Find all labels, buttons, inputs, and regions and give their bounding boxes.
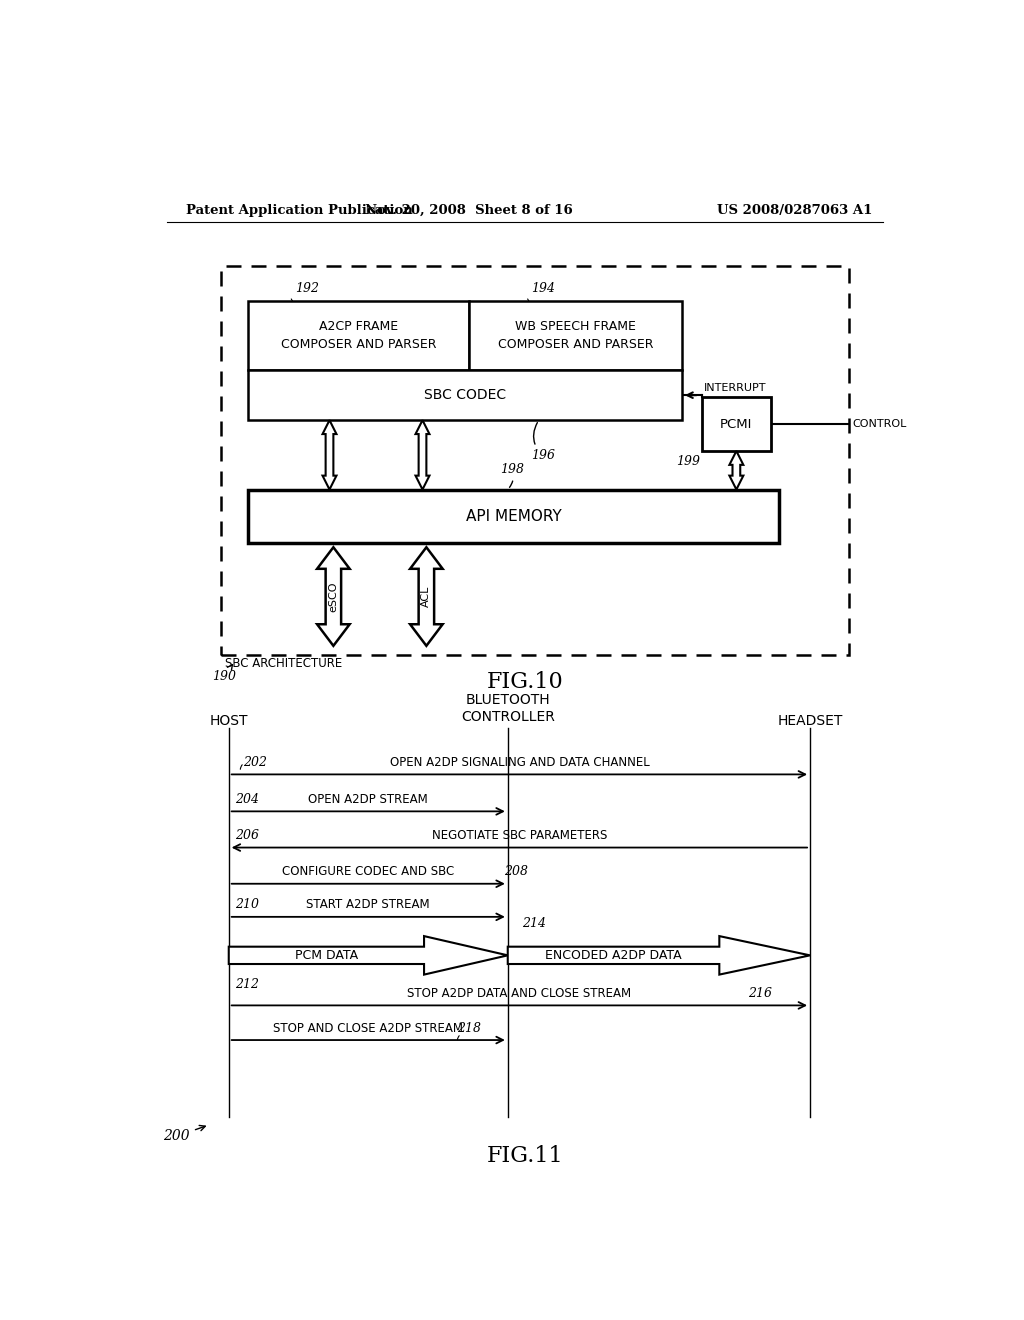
Text: CONFIGURE CODEC AND SBC: CONFIGURE CODEC AND SBC	[283, 866, 455, 878]
Text: OPEN A2DP STREAM: OPEN A2DP STREAM	[308, 793, 428, 807]
Text: Nov. 20, 2008  Sheet 8 of 16: Nov. 20, 2008 Sheet 8 of 16	[366, 205, 572, 218]
Text: INTERRUPT: INTERRUPT	[703, 383, 766, 393]
Text: SBC CODEC: SBC CODEC	[424, 388, 506, 403]
Text: 199: 199	[676, 455, 700, 467]
Bar	[701, 397, 771, 451]
Text: eSCO: eSCO	[329, 581, 338, 611]
Text: 190: 190	[212, 664, 236, 684]
Bar	[221, 267, 849, 655]
Text: START A2DP STREAM: START A2DP STREAM	[306, 899, 430, 911]
Text: API MEMORY: API MEMORY	[466, 510, 561, 524]
Polygon shape	[228, 936, 508, 974]
Polygon shape	[323, 420, 337, 490]
Text: FIG.11: FIG.11	[486, 1144, 563, 1167]
Text: WB SPEECH FRAME
COMPOSER AND PARSER: WB SPEECH FRAME COMPOSER AND PARSER	[498, 321, 653, 351]
Text: FIG.10: FIG.10	[486, 671, 563, 693]
Text: 200: 200	[164, 1126, 205, 1143]
Bar	[248, 490, 779, 544]
Text: A2CP FRAME
COMPOSER AND PARSER: A2CP FRAME COMPOSER AND PARSER	[281, 321, 436, 351]
Text: 192: 192	[295, 281, 318, 294]
Text: NEGOTIATE SBC PARAMETERS: NEGOTIATE SBC PARAMETERS	[432, 829, 607, 842]
Text: ACL: ACL	[421, 586, 431, 607]
Text: PCM DATA: PCM DATA	[295, 949, 358, 962]
Polygon shape	[729, 451, 743, 490]
Polygon shape	[416, 420, 429, 490]
Text: CONTROL: CONTROL	[853, 418, 907, 429]
Text: SBC ARCHITECTURE: SBC ARCHITECTURE	[225, 656, 342, 669]
Text: 206: 206	[234, 829, 259, 842]
Text: HEADSET: HEADSET	[777, 714, 843, 729]
Text: 214: 214	[521, 917, 546, 929]
Text: Patent Application Publication: Patent Application Publication	[186, 205, 413, 218]
Text: STOP A2DP DATA AND CLOSE STREAM: STOP A2DP DATA AND CLOSE STREAM	[408, 987, 632, 1001]
Bar	[248, 301, 469, 370]
Text: 204: 204	[234, 793, 259, 807]
Bar	[469, 301, 682, 370]
Text: 196: 196	[531, 422, 555, 462]
Text: OPEN A2DP SIGNALING AND DATA CHANNEL: OPEN A2DP SIGNALING AND DATA CHANNEL	[389, 756, 649, 770]
Bar	[248, 370, 682, 420]
Text: BLUETOOTH
CONTROLLER: BLUETOOTH CONTROLLER	[461, 693, 555, 725]
Text: 210: 210	[234, 899, 259, 911]
Text: STOP AND CLOSE A2DP STREAM: STOP AND CLOSE A2DP STREAM	[273, 1022, 463, 1035]
Polygon shape	[410, 548, 442, 645]
Text: 216: 216	[748, 987, 772, 1001]
Text: ENCODED A2DP DATA: ENCODED A2DP DATA	[545, 949, 682, 962]
Text: 198: 198	[500, 462, 524, 487]
Polygon shape	[508, 936, 810, 974]
Polygon shape	[317, 548, 349, 645]
Text: PCMI: PCMI	[720, 417, 753, 430]
Text: US 2008/0287063 A1: US 2008/0287063 A1	[717, 205, 872, 218]
Text: 208: 208	[504, 866, 528, 878]
Text: 194: 194	[531, 281, 555, 294]
Text: 202: 202	[243, 756, 266, 770]
Text: HOST: HOST	[210, 714, 248, 729]
Text: 212: 212	[234, 978, 259, 991]
Text: 218: 218	[458, 1022, 481, 1035]
